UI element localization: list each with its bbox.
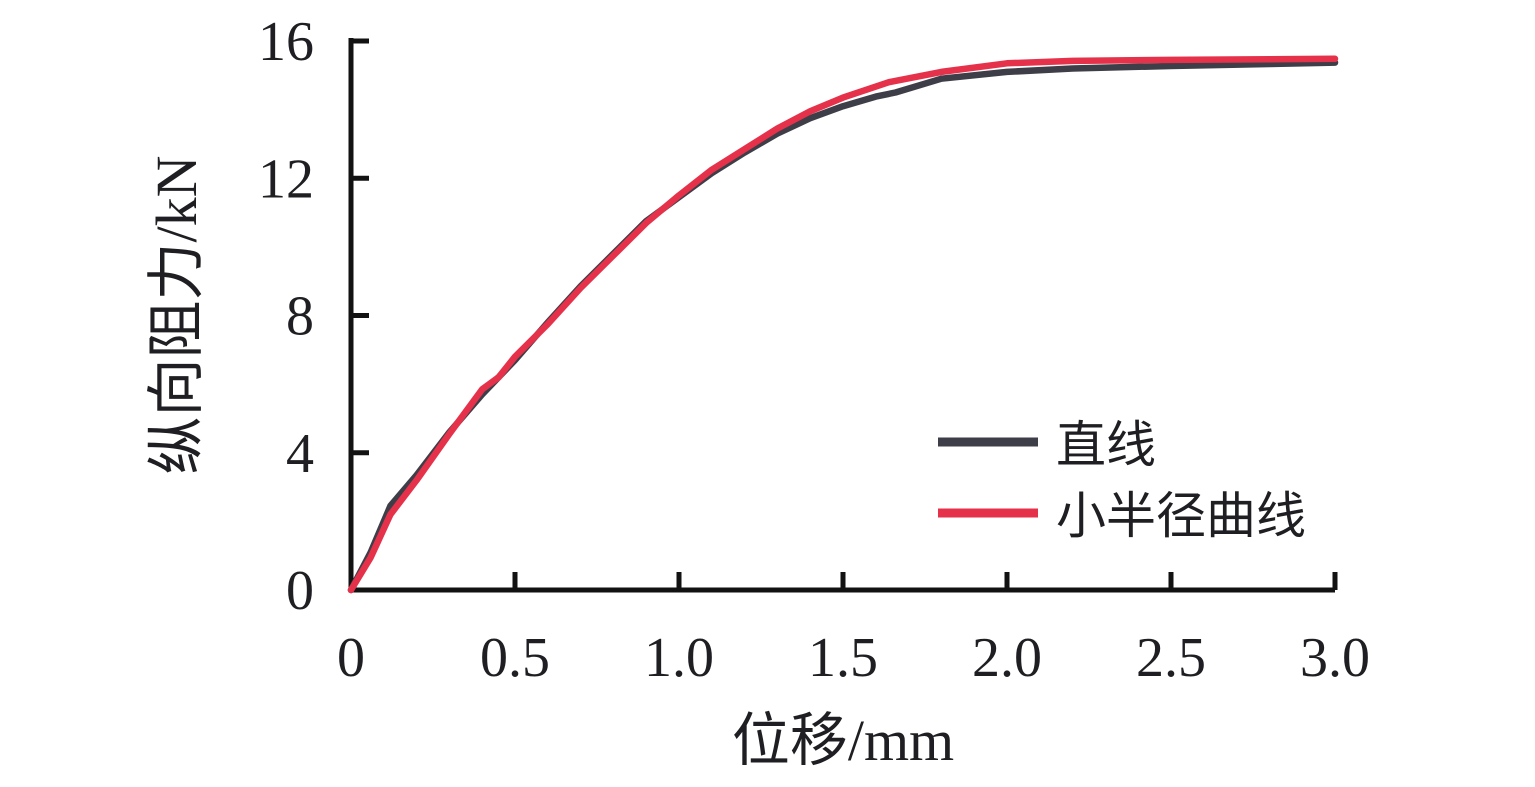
- legend-label-1: 小半径曲线: [1056, 488, 1306, 544]
- x-tick-label: 1.0: [644, 627, 714, 689]
- legend-item-0: 直线: [938, 417, 1156, 473]
- x-tick-label: 0.5: [480, 627, 550, 689]
- legend-label-0: 直线: [1056, 417, 1156, 473]
- x-tick-label: 0: [337, 627, 365, 689]
- x-tick-label: 3.0: [1300, 627, 1370, 689]
- x-axis-title: 位移/mm: [732, 708, 954, 773]
- plot-series: [347, 55, 1339, 594]
- y-tick-label: 12: [258, 148, 314, 210]
- series-curve-1: [347, 55, 1339, 594]
- x-tick-label: 2.0: [972, 627, 1042, 689]
- y-axis: 0 4 8 12 16: [258, 11, 369, 622]
- y-tick-label: 4: [286, 423, 314, 485]
- x-axis: 0 0.5 1.0 1.5 2.0 2.5 3.0: [337, 572, 1370, 689]
- y-tick-label: 8: [286, 286, 314, 348]
- y-tick-label: 0: [286, 560, 314, 622]
- y-tick-label: 16: [258, 11, 314, 73]
- legend-item-1: 小半径曲线: [938, 488, 1306, 544]
- x-tick-label: 1.5: [808, 627, 878, 689]
- x-tick-label: 2.5: [1136, 627, 1206, 689]
- y-axis-title: 纵向阻力/kN: [144, 155, 209, 474]
